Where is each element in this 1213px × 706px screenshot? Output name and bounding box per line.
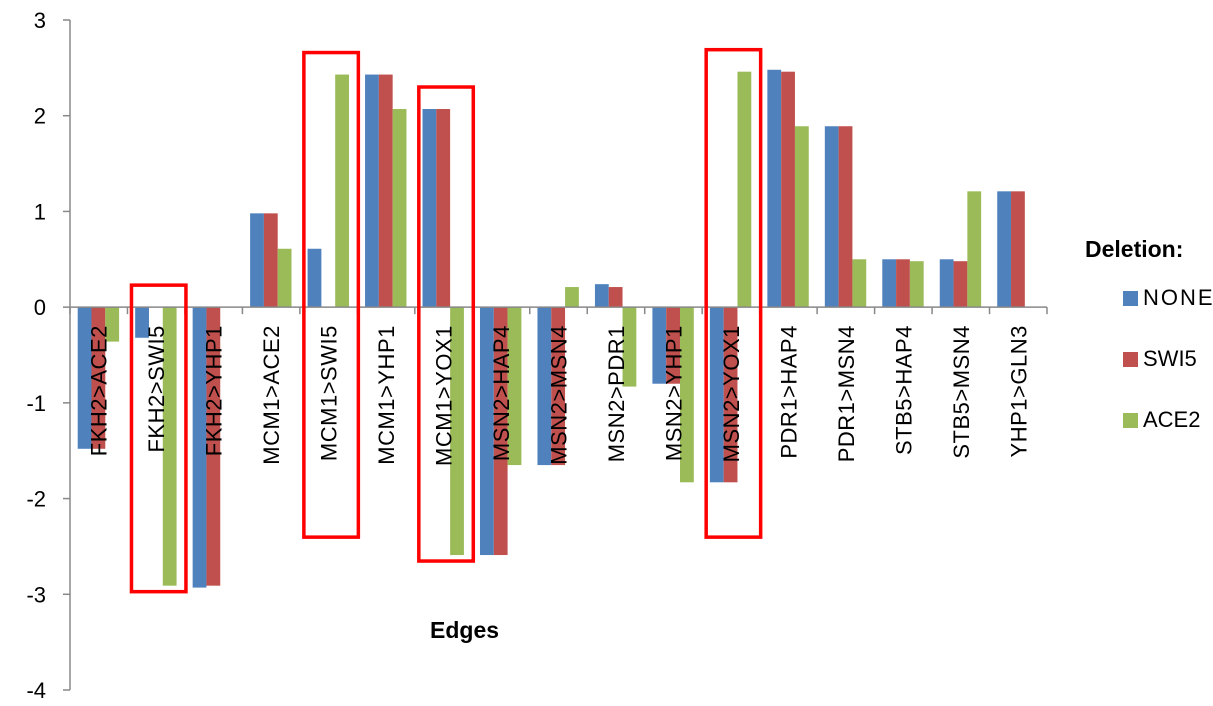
legend-item-swi5: SWI5	[1123, 346, 1197, 372]
bar-swi5-mcm1-yhp1	[378, 74, 393, 308]
bar-swi5-fkh2-yhp1	[206, 307, 221, 586]
category-label: MCM1>SWI5	[317, 325, 342, 461]
y-tick-label: 3	[34, 8, 46, 33]
legend-label: ACE2	[1143, 407, 1201, 432]
category-label: STB5>HAP4	[891, 325, 916, 455]
category-label: FKH2>YHP1	[202, 325, 227, 456]
bar-ace2-mcm1-swi5	[335, 74, 349, 308]
y-tick-label: -2	[26, 487, 46, 512]
y-tick-label: -1	[26, 391, 46, 416]
legend-label: NONE	[1143, 285, 1213, 310]
category-label: MSN2>HAP4	[489, 325, 514, 461]
bar-none-stb5-hap4	[882, 259, 897, 308]
y-tick-label: -4	[26, 678, 46, 703]
bar-swi5-msn2-yhp1	[666, 307, 681, 384]
highlight-box	[704, 47, 763, 539]
bar-swi5-mcm1-yox1	[436, 109, 451, 308]
category-label: PDR1>HAP4	[776, 325, 801, 459]
category-label: YHP1>GLN3	[1006, 325, 1031, 457]
category-label: MCM1>ACE2	[259, 325, 284, 465]
y-tick-label: 2	[34, 104, 46, 129]
category-label: MSN2>PDR1	[604, 325, 629, 462]
bar-ace2-msn2-msn4	[565, 287, 579, 308]
bar-ace2-stb5-hap4	[909, 261, 924, 308]
legend-title: Deletion:	[1085, 236, 1184, 262]
bar-none-stb5-msn4	[939, 259, 954, 308]
bar-none-msn2-yhp1	[652, 307, 667, 384]
bar-ace2-pdr1-hap4	[794, 126, 809, 308]
bar-none-yhp1-gln3	[997, 191, 1012, 308]
bar-ace2-pdr1-msn4	[852, 259, 867, 308]
highlight-boxes	[129, 47, 763, 594]
bar-swi5-yhp1-gln3	[1011, 191, 1025, 308]
bar-swi5-msn2-msn4	[551, 307, 566, 466]
bar-none-pdr1-hap4	[767, 69, 782, 308]
bar-swi5-pdr1-msn4	[838, 126, 853, 308]
bar-swi5-pdr1-hap4	[781, 71, 795, 308]
bar-swi5-fkh2-ace2	[91, 307, 106, 449]
legend-label: SWI5	[1143, 346, 1197, 371]
bar-swi5-msn2-hap4	[493, 307, 508, 556]
bar-swi5-stb5-msn4	[953, 261, 968, 308]
category-label: PDR1>MSN4	[834, 325, 859, 462]
category-label: MCM1>YHP1	[374, 325, 399, 465]
bar-ace2-fkh2-swi5	[162, 307, 177, 586]
bar-none-fkh2-yhp1	[192, 307, 207, 588]
category-labels: FKH2>ACE2 FKH2>SWI5 FKH2>YHP1 MCM1>ACE2 MCM1…	[87, 325, 1032, 466]
bar-none-fkh2-swi5	[135, 307, 149, 338]
category-label: MCM1>YOX1	[432, 325, 457, 466]
highlight-box	[417, 85, 476, 563]
y-axis: 3 2 1 0 -1 -2 -3 -4	[26, 8, 71, 703]
bar-ace2-msn2-yox1	[737, 71, 752, 308]
y-tick-label: 0	[34, 295, 46, 320]
bar-ace2-fkh2-ace2	[105, 307, 120, 342]
bar-none-fkh2-ace2	[77, 307, 92, 449]
y-tick-label: 1	[34, 199, 46, 224]
category-label: MSN2>YOX1	[719, 325, 744, 462]
category-label: FKH2>SWI5	[144, 325, 169, 452]
bar-none-mcm1-yhp1	[365, 74, 379, 308]
bar-ace2-msn2-hap4	[507, 307, 522, 466]
bar-none-msn2-yox1	[709, 307, 724, 483]
bar-none-msn2-pdr1	[594, 284, 609, 308]
category-label: FKH2>ACE2	[87, 325, 112, 456]
legend-item-ace2: ACE2	[1123, 407, 1200, 433]
bar-ace2-stb5-msn4	[967, 191, 982, 308]
bars	[77, 69, 1025, 588]
category-label: MSN2>YHP1	[661, 325, 686, 461]
bar-ace2-mcm1-yhp1	[392, 109, 407, 308]
y-tick-label: -3	[26, 582, 46, 607]
legend-item-none: NONE	[1123, 285, 1213, 311]
bar-ace2-msn2-yhp1	[680, 307, 694, 483]
bar-ace2-mcm1-ace2	[277, 248, 292, 308]
category-label: MSN2>MSN4	[547, 325, 572, 465]
legend-swatch	[1123, 290, 1138, 306]
bar-swi5-mcm1-ace2	[263, 213, 278, 308]
bar-ace2-msn2-pdr1	[622, 307, 637, 387]
bar-ace2-mcm1-yox1	[450, 307, 464, 556]
bar-none-msn2-hap4	[479, 307, 494, 556]
x-axis-title: Edges	[430, 617, 500, 643]
category-label: STB5>MSN4	[949, 325, 974, 459]
bar-swi5-msn2-yox1	[723, 307, 738, 483]
bar-none-mcm1-swi5	[307, 248, 322, 308]
bar-swi5-stb5-hap4	[896, 259, 910, 308]
bar-none-mcm1-ace2	[250, 213, 264, 308]
bar-none-pdr1-msn4	[824, 126, 839, 308]
highlight-box	[302, 50, 361, 539]
bar-none-msn2-msn4	[537, 307, 552, 466]
legend-swatch	[1123, 351, 1138, 367]
legend-swatch	[1123, 412, 1138, 428]
bar-none-mcm1-yox1	[422, 109, 437, 308]
bar-swi5-msn2-pdr1	[608, 287, 623, 308]
highlight-box	[129, 283, 188, 594]
